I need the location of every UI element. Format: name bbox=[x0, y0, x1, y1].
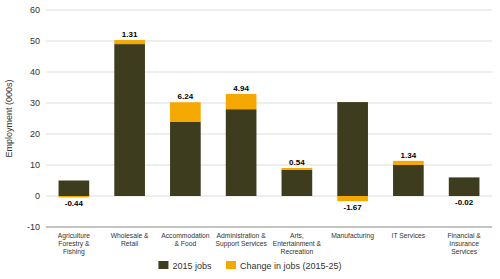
page: {"chart_data": {"type": "bar", "stacked"… bbox=[0, 0, 500, 279]
bar bbox=[59, 181, 90, 197]
bar bbox=[449, 177, 480, 196]
y-axis-label: Employment (000s) bbox=[4, 79, 14, 157]
x-tick-label-line: Arts, bbox=[290, 232, 304, 239]
grid bbox=[46, 10, 492, 227]
legend-swatch bbox=[158, 261, 168, 269]
x-tick-label-line: Administration & bbox=[217, 232, 267, 239]
x-tick-label-line: Entertainment & bbox=[273, 240, 322, 247]
x-tick-label: IT Services bbox=[392, 232, 426, 239]
data-label: -0.02 bbox=[455, 198, 474, 207]
chart: -10 0 10 20 30 40 50 60 Employment (000s) -0.44 1.… bbox=[0, 0, 500, 279]
grid-line bbox=[46, 227, 492, 228]
x-tick-label: Arts,Entertainment &Recreation bbox=[273, 232, 322, 255]
x-tick-label: Accommodation& Food bbox=[161, 232, 210, 247]
y-tick-label: 0 bbox=[35, 191, 40, 201]
y-tick-label: -10 bbox=[27, 222, 40, 232]
x-tick-label: Administration &Support Services bbox=[215, 232, 267, 248]
data-label: -1.67 bbox=[344, 203, 363, 212]
bar bbox=[114, 44, 145, 196]
y-tick-label: 20 bbox=[30, 129, 40, 139]
y-tick-label: 60 bbox=[30, 5, 40, 15]
x-tick-label-line: Fishing bbox=[63, 248, 85, 256]
grid-line bbox=[46, 10, 492, 11]
x-tick-labels: AgricultureForestry &FishingWholesale &R… bbox=[58, 232, 482, 256]
x-tick-label-line: Insurance bbox=[449, 240, 479, 247]
x-tick-label-line: & Food bbox=[174, 240, 196, 247]
legend: 2015 jobs Change in jobs (2015-25) bbox=[158, 261, 341, 271]
data-label: 6.24 bbox=[178, 92, 194, 101]
data-label: 1.34 bbox=[401, 151, 417, 160]
bar bbox=[337, 102, 368, 196]
x-tick-label: Manufacturing bbox=[331, 232, 374, 240]
grid-line bbox=[46, 103, 492, 104]
bar bbox=[114, 40, 145, 44]
bar bbox=[59, 196, 90, 197]
bar bbox=[282, 170, 313, 196]
x-tick-label-line: Services bbox=[451, 248, 478, 255]
data-label: -0.44 bbox=[65, 199, 84, 208]
y-tick-label: 10 bbox=[30, 160, 40, 170]
legend-swatch bbox=[226, 261, 236, 269]
bar bbox=[449, 196, 480, 197]
bar bbox=[282, 168, 313, 170]
grid-line bbox=[46, 196, 492, 197]
y-tick-label: 40 bbox=[30, 67, 40, 77]
x-tick-label-line: Financial & bbox=[447, 232, 481, 239]
y-tick-label: 50 bbox=[30, 36, 40, 46]
bar bbox=[393, 165, 424, 196]
grid-line bbox=[46, 165, 492, 166]
y-tick-label: 30 bbox=[30, 98, 40, 108]
bar bbox=[226, 109, 257, 196]
x-tick-label: Financial &InsuranceServices bbox=[447, 232, 481, 255]
x-tick-label-line: Wholesale & bbox=[111, 232, 149, 239]
grid-line bbox=[46, 41, 492, 42]
x-tick-label-line: IT Services bbox=[392, 232, 426, 239]
grid-line bbox=[46, 72, 492, 73]
x-axis-line bbox=[46, 227, 492, 228]
data-label: 4.94 bbox=[233, 84, 249, 93]
x-tick-label-line: Support Services bbox=[215, 240, 267, 248]
bar bbox=[170, 122, 201, 196]
bar bbox=[170, 102, 201, 121]
x-tick-label: Wholesale &Retail bbox=[111, 232, 149, 247]
bar bbox=[226, 94, 257, 109]
bar bbox=[393, 161, 424, 165]
x-tick-label-line: Recreation bbox=[281, 248, 314, 255]
bars bbox=[59, 40, 480, 201]
grid-line bbox=[46, 134, 492, 135]
bar bbox=[337, 196, 368, 201]
x-tick-label-line: Manufacturing bbox=[331, 232, 374, 240]
x-tick-label-line: Retail bbox=[121, 240, 139, 247]
data-label: 1.31 bbox=[122, 30, 138, 39]
data-label: 0.54 bbox=[289, 158, 305, 167]
legend-label: 2015 jobs bbox=[172, 261, 212, 271]
legend-label: Change in jobs (2015-25) bbox=[240, 261, 342, 271]
x-tick-label-line: Accommodation bbox=[161, 232, 210, 239]
x-tick-label: AgricultureForestry &Fishing bbox=[58, 232, 91, 256]
